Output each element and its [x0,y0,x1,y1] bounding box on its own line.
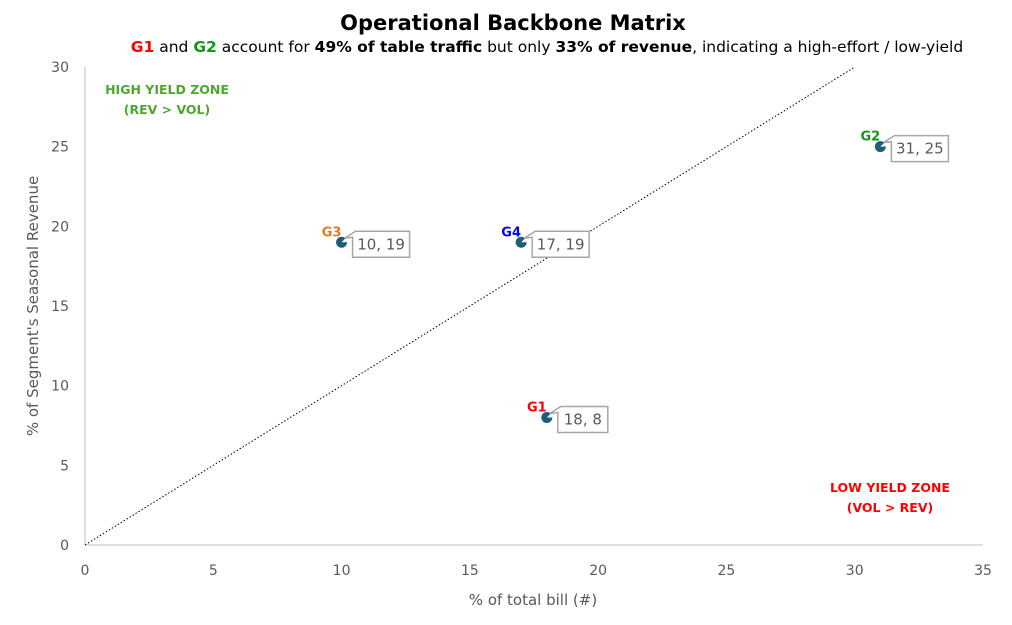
subtitle-part: account for [217,38,315,56]
x-tick-label: 10 [333,563,351,579]
x-axis-label: % of total bill (#) [469,591,597,609]
point-name-label: G1 [527,401,547,416]
y-tick-label: 0 [60,538,69,554]
y-tick-label: 30 [51,60,69,76]
axes: 0 5 10 15 20 25 30 35 0 5 10 15 20 25 30 [51,60,992,579]
point-name-label: G3 [322,225,342,240]
data-points: G1 18, 8 G2 31, 25 G3 10, 19 G4 17, 19 [322,130,950,434]
zone-annotation-line: (VOL > REV) [847,500,934,515]
parity-reference-line [84,66,855,546]
x-tick-label: 0 [81,563,90,579]
subtitle-part: , indicating a high-effort / low-yield [692,38,963,56]
data-point-g2: G2 31, 25 [861,130,950,163]
subtitle-part: G1 [131,38,155,56]
x-tick-label: 35 [974,563,992,579]
marker-notch [521,238,527,243]
point-value-label: 17, 19 [537,235,585,253]
zone-annotations: HIGH YIELD ZONE (REV > VOL) LOW YIELD ZONE… [105,82,950,515]
x-tick-label: 30 [846,563,864,579]
data-point-g4: G4 17, 19 [501,225,590,259]
chart-subtitle: G1 and G2 account for 49% of table traff… [131,38,963,56]
zone-annotation-line: HIGH YIELD ZONE [105,82,229,97]
data-point-g3: G3 10, 19 [322,225,411,259]
subtitle-part: 49% of table traffic [315,38,482,56]
y-axis-label: % of Segment's Seasonal Revenue [24,176,42,436]
subtitle-part: 33% of revenue [555,38,692,56]
x-tick-label: 25 [718,563,736,579]
value-callout-box [549,405,609,434]
subtitle-part: and [154,38,193,56]
value-callout-box [523,230,590,259]
point-name-label: G2 [861,130,881,145]
subtitle-part: G2 [193,38,217,56]
zone-annotation-line: LOW YIELD ZONE [830,480,950,495]
y-tick-label: 5 [60,458,69,474]
chart-title: Operational Backbone Matrix [340,11,686,35]
y-tick-label: 15 [51,299,69,315]
marker-notch [341,238,348,243]
point-value-label: 18, 8 [564,411,602,429]
x-tick-label: 5 [209,563,218,579]
subtitle-part: but only [482,38,555,56]
point-name-label: G4 [501,225,521,240]
x-tick-label: 15 [461,563,479,579]
y-tick-label: 25 [51,140,69,156]
point-value-label: 10, 19 [357,235,405,253]
y-tick-label: 10 [51,379,69,395]
marker-notch [546,413,553,418]
data-point-g1: G1 18, 8 [527,401,609,434]
point-value-label: 31, 25 [896,140,944,158]
zone-annotation-line: (REV > VOL) [124,102,211,117]
marker-notch [880,142,886,147]
value-callout-box [882,134,950,163]
value-callout-box [344,230,411,259]
x-tick-label: 20 [589,563,607,579]
y-tick-label: 20 [51,219,69,235]
